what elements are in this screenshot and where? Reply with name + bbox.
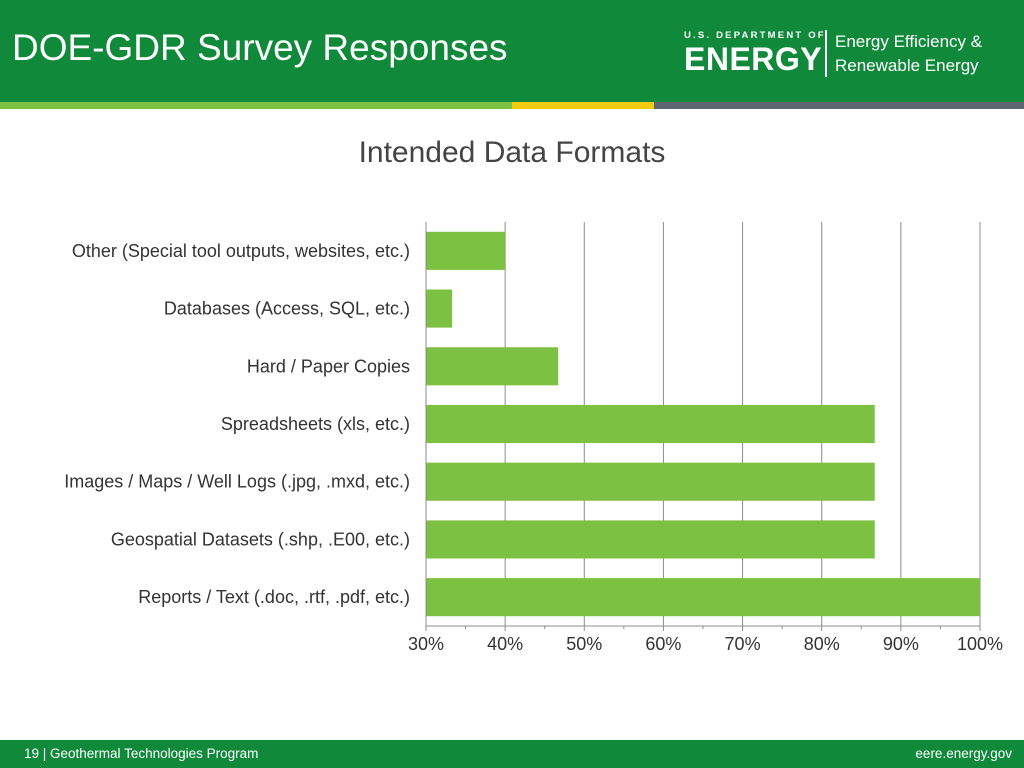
bar [426,347,559,386]
logo-dept-line: U.S. DEPARTMENT OF [684,30,826,41]
footer-url: eere.energy.gov [915,746,1012,761]
footer-program: 19 | Geothermal Technologies Program [24,746,259,761]
logo-office-line1: Energy Efficiency & [835,32,983,51]
x-tick-label: 40% [487,634,523,654]
logo-divider [825,30,827,77]
bar [426,462,875,501]
bar [426,289,453,328]
x-tick-label: 80% [804,634,840,654]
bar [426,578,980,617]
doe-logo: U.S. DEPARTMENT OF ENERGY Energy Efficie… [684,30,996,80]
category-label: Images / Maps / Well Logs (.jpg, .mxd, e… [64,472,410,492]
page-title: DOE-GDR Survey Responses [12,27,508,68]
x-tick-label: 60% [645,634,681,654]
category-label: Spreadsheets (xls, etc.) [221,414,410,434]
x-tick-label: 100% [957,634,1003,654]
accent-stripe-yellow [512,102,654,109]
chart-title: Intended Data Formats [358,136,666,169]
logo-agency: ENERGY [684,41,823,77]
category-label: Reports / Text (.doc, .rtf, .pdf, etc.) [138,587,410,607]
x-tick-label: 30% [408,634,444,654]
accent-stripe-green [0,102,512,109]
bar [426,404,875,444]
category-label: Geospatial Datasets (.shp, .E00, etc.) [111,529,410,549]
footer-bar: 19 | Geothermal Technologies Program eer… [0,740,1024,768]
bar [426,520,875,559]
x-tick-label: 50% [566,634,602,654]
x-tick-label: 70% [725,634,761,654]
x-tick-label: 90% [883,634,919,654]
logo-office-line2: Renewable Energy [835,56,979,75]
header-bar: DOE-GDR Survey Responses U.S. DEPARTMENT… [0,0,1024,102]
bar [426,231,506,270]
accent-stripe-gray [654,102,1024,109]
category-label: Hard / Paper Copies [247,356,410,376]
category-label: Other (Special tool outputs, websites, e… [72,241,410,261]
category-label: Databases (Access, SQL, etc.) [164,299,410,319]
